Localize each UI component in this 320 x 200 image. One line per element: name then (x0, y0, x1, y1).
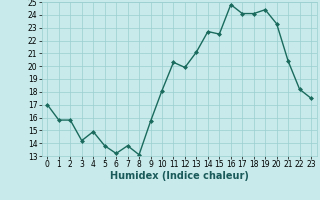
X-axis label: Humidex (Indice chaleur): Humidex (Indice chaleur) (110, 171, 249, 181)
